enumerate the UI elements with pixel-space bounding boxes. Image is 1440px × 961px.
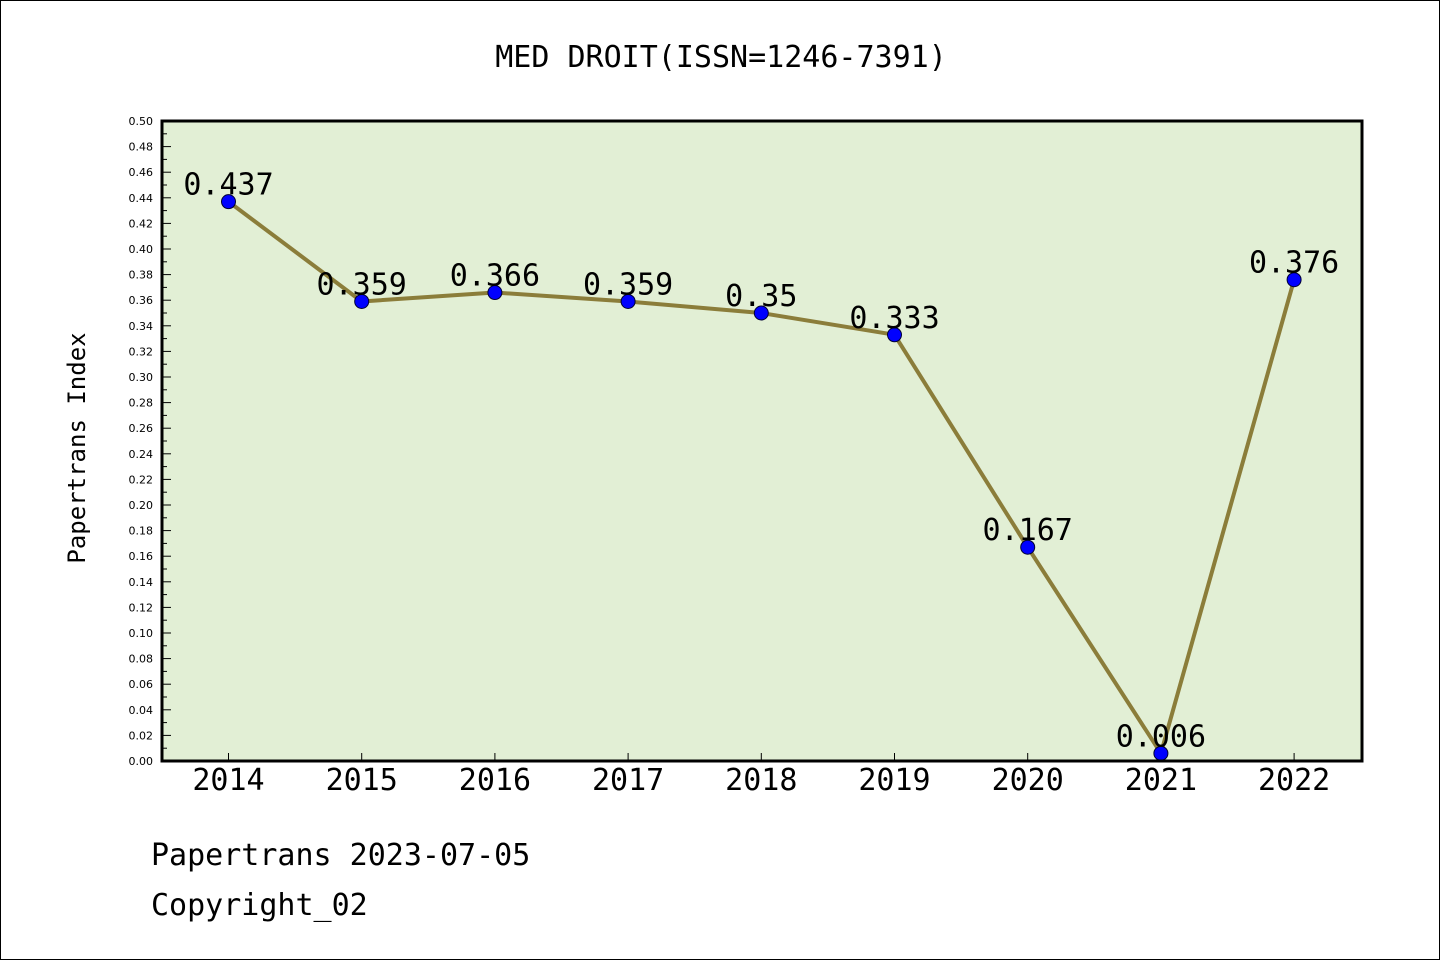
y-tick-label: 0.06 — [129, 678, 154, 691]
y-axis-label: Papertrans Index — [63, 332, 91, 563]
y-tick-label: 0.12 — [129, 601, 154, 614]
plot-area — [162, 121, 1362, 761]
x-tick-label: 2021 — [1125, 763, 1197, 798]
series-layer — [221, 194, 1302, 761]
y-tick-label: 0.40 — [129, 243, 154, 256]
data-point — [1286, 272, 1302, 288]
y-tick-label: 0.04 — [129, 704, 154, 717]
y-tick-label: 0.42 — [129, 217, 154, 230]
y-tick-label: 0.38 — [129, 269, 154, 282]
y-axis-ticks: 0.00 0.02 0.04 0.06 0.08 0.10 0.12 0.14 0.16 0.18… — [129, 115, 171, 768]
y-tick-label: 0.20 — [129, 499, 154, 512]
x-tick-label: 2020 — [992, 763, 1064, 798]
y-tick-label: 0.16 — [129, 550, 154, 563]
y-tick-label: 0.30 — [129, 371, 154, 384]
y-tick-label: 0.28 — [129, 397, 154, 410]
x-tick-label: 2015 — [326, 763, 398, 798]
y-tick-label: 0.26 — [129, 422, 154, 435]
data-label: 0.437 — [183, 168, 273, 203]
data-label: 0.333 — [849, 301, 939, 336]
data-point — [487, 285, 503, 301]
plot-border — [160, 119, 1364, 763]
data-labels-layer: 0.437 0.359 0.366 0.359 0.35 0.333 0.167 0.006 0… — [183, 168, 1339, 755]
y-tick-label: 0.48 — [129, 141, 154, 154]
x-tick-label: 2014 — [192, 763, 264, 798]
y-tick-label: 0.14 — [129, 576, 154, 589]
footer-copyright: Copyright_02 — [151, 888, 368, 923]
y-tick-label: 0.22 — [129, 473, 154, 486]
data-point — [1020, 539, 1036, 555]
x-tick-label: 2017 — [592, 763, 664, 798]
chart-title: MED DROIT(ISSN=1246-7391) — [495, 40, 947, 75]
y-tick-label: 0.32 — [129, 345, 154, 358]
footer-date: Papertrans 2023-07-05 — [151, 838, 530, 873]
data-point — [753, 305, 769, 321]
data-point — [221, 194, 236, 210]
data-point — [620, 293, 636, 309]
data-label: 0.376 — [1249, 246, 1339, 281]
y-tick-label: 0.34 — [129, 320, 154, 333]
x-axis-ticks: 2014 2015 2016 2017 2018 2019 2020 2021 2022 — [192, 753, 1330, 798]
y-tick-label: 0.18 — [129, 525, 154, 538]
x-tick-label: 2022 — [1258, 763, 1330, 798]
data-label: 0.35 — [725, 279, 797, 314]
y-tick-label: 0.44 — [129, 192, 154, 205]
x-tick-label: 2019 — [858, 763, 930, 798]
data-label: 0.359 — [317, 267, 407, 302]
y-tick-label: 0.24 — [129, 448, 154, 461]
x-tick-label: 2018 — [725, 763, 797, 798]
y-tick-label: 0.00 — [129, 755, 154, 768]
y-tick-label: 0.02 — [129, 729, 154, 742]
y-tick-label: 0.46 — [129, 166, 154, 179]
data-label: 0.006 — [1116, 719, 1206, 754]
data-point — [887, 327, 902, 343]
x-tick-label: 2016 — [459, 763, 531, 798]
data-point — [354, 293, 370, 309]
y-tick-label: 0.10 — [129, 627, 154, 640]
data-label: 0.359 — [583, 267, 673, 302]
y-tick-label: 0.50 — [129, 115, 154, 128]
y-tick-label: 0.08 — [129, 653, 154, 666]
data-label: 0.366 — [450, 259, 540, 294]
data-label: 0.167 — [983, 513, 1073, 548]
y-tick-label: 0.36 — [129, 294, 154, 307]
